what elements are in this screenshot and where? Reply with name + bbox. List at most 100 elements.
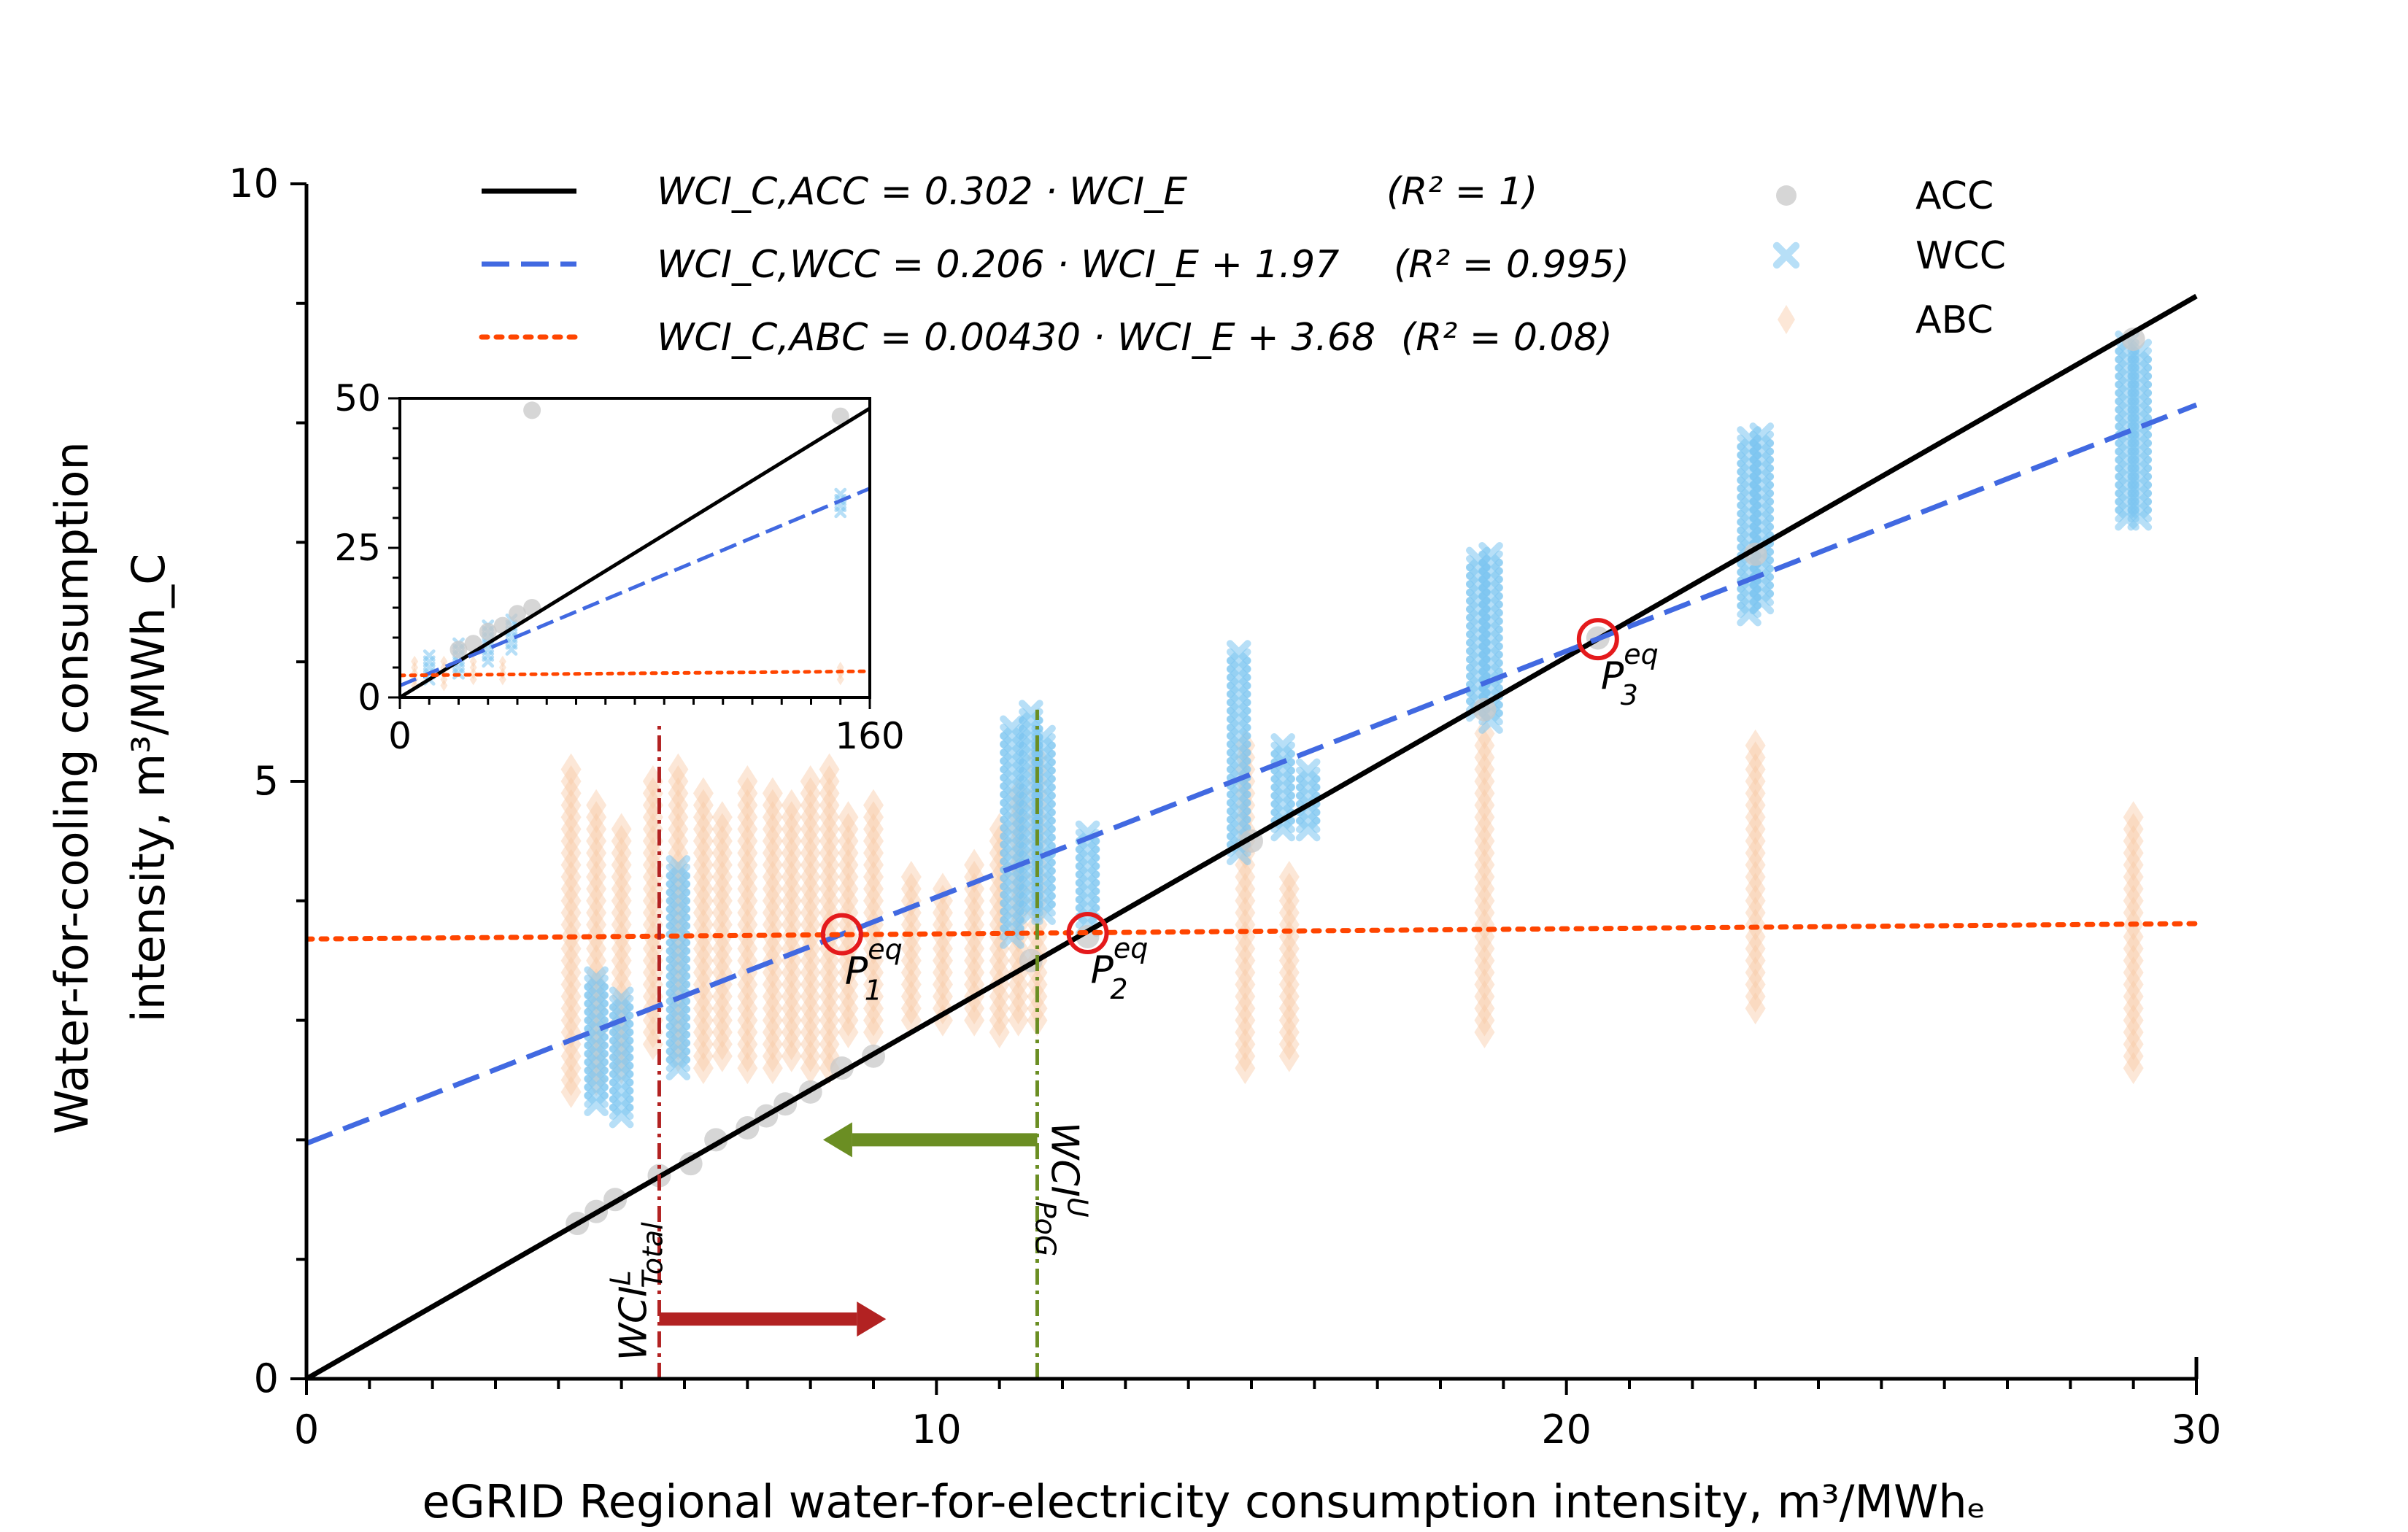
abc-marker — [737, 1028, 758, 1061]
eq-label-sub: 3 — [1621, 679, 1638, 711]
x-tick-label: 0 — [294, 1407, 319, 1452]
abc-marker — [2123, 873, 2144, 905]
abc-marker — [737, 873, 758, 905]
plot-content — [306, 293, 2199, 1380]
inset-wcc-marker-stroke — [834, 487, 847, 500]
wcc-marker — [609, 986, 634, 1011]
abc-marker — [1474, 992, 1495, 1025]
abc-marker — [900, 932, 922, 965]
abc-marker — [800, 765, 821, 797]
abc-marker — [586, 897, 607, 929]
abc-marker — [762, 861, 783, 894]
abc-marker — [781, 897, 802, 929]
abc-marker — [819, 848, 840, 881]
abc-marker — [932, 956, 953, 989]
abc-marker — [800, 777, 821, 810]
y-tick-label: 5 — [254, 758, 279, 804]
abc-marker — [762, 848, 783, 881]
abc-marker — [2123, 1040, 2144, 1072]
inset-wcc-marker — [422, 649, 436, 662]
abc-marker — [900, 980, 922, 1013]
eq-label-base: P — [1091, 948, 1114, 992]
abc-marker — [737, 980, 758, 1013]
abc-marker — [781, 873, 802, 905]
threshold-label-sup: L — [604, 1272, 636, 1285]
inset-abc-marker — [440, 679, 448, 692]
abc-marker — [1235, 968, 1256, 1001]
abc-marker — [1745, 956, 1766, 989]
abc-marker — [781, 801, 802, 834]
abc-marker — [586, 932, 607, 965]
abc-marker — [2123, 1015, 2144, 1048]
inset-acc-marker — [831, 407, 849, 425]
abc-marker — [932, 944, 953, 977]
abc-marker — [586, 813, 607, 846]
abc-marker — [1278, 861, 1300, 894]
x-tick-label: 20 — [1541, 1407, 1591, 1452]
abc-marker — [863, 944, 884, 977]
inset-y-tick-label: 50 — [334, 377, 381, 419]
abc-marker — [1278, 873, 1300, 905]
abc-marker — [668, 789, 689, 821]
abc-marker — [1745, 789, 1766, 821]
wcc-marker — [1478, 541, 1503, 567]
abc-marker — [692, 992, 714, 1025]
abc-marker — [819, 801, 840, 834]
abc-marker — [2123, 884, 2144, 917]
abc-marker — [762, 873, 783, 905]
wcc-marker-stroke — [1000, 715, 1024, 740]
x-tick-label: 10 — [911, 1407, 962, 1452]
abc-marker — [1235, 1004, 1256, 1037]
abc-marker — [586, 801, 607, 834]
abc-marker — [668, 813, 689, 846]
abc-marker — [611, 932, 632, 965]
abc-marker — [900, 992, 922, 1025]
abc-marker — [1235, 944, 1256, 977]
abc-marker — [838, 1004, 859, 1037]
abc-marker — [737, 789, 758, 821]
legend-wcc-marker — [1772, 241, 1800, 269]
inset-fit-line-acc — [400, 406, 870, 697]
abc-marker — [692, 801, 714, 834]
abc-marker — [819, 765, 840, 797]
acc-marker — [1473, 697, 1497, 721]
abc-marker — [711, 837, 733, 870]
abc-marker — [863, 789, 884, 821]
abc-marker — [1474, 753, 1495, 786]
abc-marker — [560, 813, 582, 846]
abc-marker — [692, 873, 714, 905]
eq-label-sup: eq — [868, 934, 903, 966]
abc-marker — [1474, 956, 1495, 989]
abc-marker — [1235, 884, 1256, 917]
abc-marker — [560, 1064, 582, 1096]
abc-marker — [863, 956, 884, 989]
abc-marker — [1474, 944, 1495, 977]
abc-marker — [560, 801, 582, 834]
threshold-label-base: WCI — [611, 1285, 655, 1361]
inset-abc-marker — [498, 662, 506, 673]
x-tick-label: 30 — [2172, 1407, 2222, 1452]
abc-marker — [560, 848, 582, 881]
abc-marker — [1235, 980, 1256, 1013]
abc-marker — [762, 824, 783, 857]
abc-marker — [560, 1052, 582, 1085]
abc-marker — [800, 813, 821, 846]
abc-marker — [762, 801, 783, 834]
abc-marker — [762, 1015, 783, 1048]
abc-marker — [819, 861, 840, 894]
abc-marker — [838, 884, 859, 917]
abc-marker — [1745, 837, 1766, 870]
abc-marker — [800, 1052, 821, 1085]
abc-marker — [1235, 861, 1256, 894]
abc-marker — [611, 873, 632, 905]
abc-marker — [863, 920, 884, 953]
abc-marker — [737, 861, 758, 894]
abc-marker — [989, 1015, 1010, 1048]
abc-marker — [560, 765, 582, 797]
abc-marker — [800, 956, 821, 989]
abc-marker — [781, 789, 802, 821]
abc-marker — [711, 861, 733, 894]
abc-marker — [863, 837, 884, 870]
abc-marker — [611, 956, 632, 989]
abc-marker — [964, 884, 985, 917]
